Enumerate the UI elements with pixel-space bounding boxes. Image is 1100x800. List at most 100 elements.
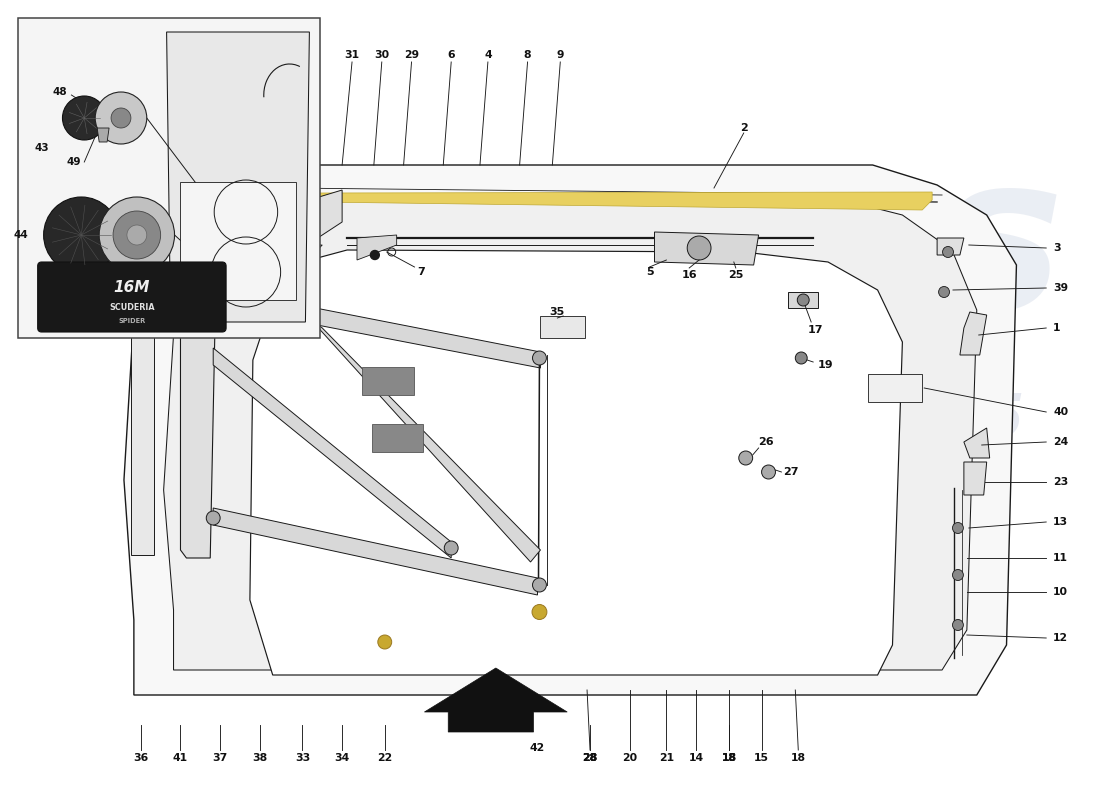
Text: 30: 30 xyxy=(374,50,389,60)
Text: 6: 6 xyxy=(448,50,455,60)
Circle shape xyxy=(795,352,807,364)
Text: es: es xyxy=(790,146,1065,354)
Polygon shape xyxy=(131,272,154,555)
Polygon shape xyxy=(789,292,818,308)
Polygon shape xyxy=(302,245,322,265)
Text: 35: 35 xyxy=(550,307,565,317)
Text: 23: 23 xyxy=(1053,477,1068,487)
Polygon shape xyxy=(161,248,217,558)
Text: 48: 48 xyxy=(53,87,67,97)
Polygon shape xyxy=(213,348,451,558)
Polygon shape xyxy=(124,165,1016,695)
Bar xyxy=(540,316,585,338)
Circle shape xyxy=(938,286,949,298)
Polygon shape xyxy=(250,250,902,675)
Text: 14: 14 xyxy=(689,753,704,763)
Text: 19: 19 xyxy=(817,360,833,370)
Text: a passion for performance: a passion for performance xyxy=(332,546,698,574)
Circle shape xyxy=(688,236,711,260)
Polygon shape xyxy=(964,428,990,458)
Bar xyxy=(161,310,178,335)
Polygon shape xyxy=(166,32,309,322)
Polygon shape xyxy=(309,318,540,562)
Text: 3: 3 xyxy=(1053,243,1060,253)
Circle shape xyxy=(111,108,131,128)
Text: 16M: 16M xyxy=(113,281,150,295)
Text: 28: 28 xyxy=(583,753,597,763)
Polygon shape xyxy=(302,190,342,248)
Text: 1: 1 xyxy=(1053,323,1060,333)
Polygon shape xyxy=(164,200,977,670)
Circle shape xyxy=(371,250,380,259)
Text: 42: 42 xyxy=(530,743,546,753)
Text: 37: 37 xyxy=(212,753,228,763)
Circle shape xyxy=(207,511,220,525)
Text: 10: 10 xyxy=(1053,587,1068,597)
Circle shape xyxy=(943,246,954,258)
Text: 16: 16 xyxy=(681,270,697,280)
Text: 27: 27 xyxy=(783,467,799,477)
Polygon shape xyxy=(960,312,987,355)
Text: 21: 21 xyxy=(659,753,674,763)
Text: 15: 15 xyxy=(755,753,769,763)
Text: 17: 17 xyxy=(807,325,823,335)
Polygon shape xyxy=(213,508,538,595)
Circle shape xyxy=(739,451,752,465)
Text: 4: 4 xyxy=(484,50,492,60)
Text: 34: 34 xyxy=(334,753,350,763)
Text: 31: 31 xyxy=(344,50,360,60)
Text: 25: 25 xyxy=(728,270,744,280)
Polygon shape xyxy=(317,192,932,210)
Text: 8: 8 xyxy=(524,50,531,60)
Polygon shape xyxy=(97,128,109,142)
Text: 28: 28 xyxy=(583,753,597,763)
Text: 12: 12 xyxy=(1053,633,1068,643)
Text: 5: 5 xyxy=(646,267,653,277)
Circle shape xyxy=(532,351,547,365)
Text: 24: 24 xyxy=(1053,437,1068,447)
Text: 46: 46 xyxy=(53,207,67,217)
Text: 40: 40 xyxy=(1053,407,1068,417)
Polygon shape xyxy=(180,182,296,300)
Text: 32: 32 xyxy=(56,245,72,255)
Bar xyxy=(18,18,320,338)
Text: 43: 43 xyxy=(35,143,50,153)
Circle shape xyxy=(377,635,392,649)
Polygon shape xyxy=(964,462,987,495)
Text: 15: 15 xyxy=(722,753,736,763)
FancyBboxPatch shape xyxy=(37,262,227,332)
Text: 45: 45 xyxy=(67,120,81,130)
Bar xyxy=(362,367,414,395)
Bar xyxy=(158,222,184,244)
Circle shape xyxy=(532,605,547,619)
Circle shape xyxy=(953,570,964,581)
Circle shape xyxy=(96,92,146,144)
Text: 7: 7 xyxy=(418,267,426,277)
Text: SCUDERIA: SCUDERIA xyxy=(109,303,155,313)
Polygon shape xyxy=(654,232,759,265)
Bar xyxy=(868,374,922,402)
Polygon shape xyxy=(937,238,964,255)
Text: 39: 39 xyxy=(1053,283,1068,293)
Circle shape xyxy=(306,318,319,332)
Text: 18: 18 xyxy=(722,753,736,763)
Text: 44: 44 xyxy=(13,230,28,240)
Polygon shape xyxy=(425,668,568,732)
Text: 20: 20 xyxy=(623,753,637,763)
Text: 18: 18 xyxy=(722,753,736,763)
Circle shape xyxy=(44,197,119,273)
Text: 9: 9 xyxy=(557,50,564,60)
Text: 41: 41 xyxy=(173,753,188,763)
Circle shape xyxy=(953,522,964,534)
Text: 2: 2 xyxy=(740,123,748,133)
Text: 38: 38 xyxy=(252,753,267,763)
Circle shape xyxy=(761,465,776,479)
Circle shape xyxy=(165,250,176,262)
Text: 33: 33 xyxy=(295,753,310,763)
Text: 26: 26 xyxy=(758,437,773,447)
Text: 18: 18 xyxy=(791,753,806,763)
Polygon shape xyxy=(358,235,397,260)
Circle shape xyxy=(63,96,106,140)
Circle shape xyxy=(953,619,964,630)
Circle shape xyxy=(113,211,161,259)
